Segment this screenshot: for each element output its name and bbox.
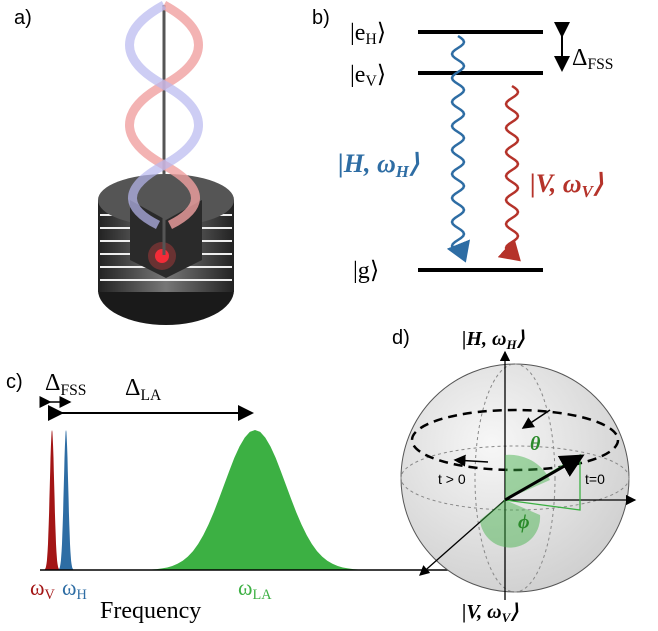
omega-v: ωV <box>30 575 55 603</box>
delta-la: ΔLA <box>125 375 162 404</box>
emission-h <box>446 34 471 263</box>
level-label: |eH⟩ <box>350 20 386 48</box>
panel-label: b) <box>312 7 330 29</box>
level-label: |g⟩ <box>353 258 379 284</box>
photon-h-label: |H, ωH⟩ <box>338 149 420 181</box>
peak-la <box>100 430 410 570</box>
device-illustration <box>98 1 234 325</box>
peak-v <box>41 430 63 570</box>
time-label: t=0 <box>585 471 605 487</box>
omega-h: ωH <box>62 575 87 603</box>
bloch-sphere <box>400 350 637 600</box>
peak-h <box>55 430 77 570</box>
time-label: t > 0 <box>438 471 466 487</box>
x-label: Frequency <box>100 598 201 624</box>
panel-label: c) <box>6 371 23 393</box>
panel-label: a) <box>14 7 32 29</box>
bottom-label: |V, ωV⟩ <box>462 601 518 625</box>
splitting-label: ΔFSS <box>572 45 613 73</box>
theta: θ <box>530 433 541 455</box>
level-label: |eV⟩ <box>350 62 386 90</box>
energy-levels <box>418 30 543 272</box>
omega-la: ωLA <box>238 575 272 603</box>
emission-v <box>497 84 521 262</box>
delta-fss: ΔFSS <box>45 370 86 399</box>
top-label: |H, ωH⟩ <box>462 328 525 352</box>
photon-v-label: |V, ωV⟩ <box>530 169 604 201</box>
panel-label: d) <box>392 327 410 349</box>
phi: ϕ <box>518 511 530 533</box>
